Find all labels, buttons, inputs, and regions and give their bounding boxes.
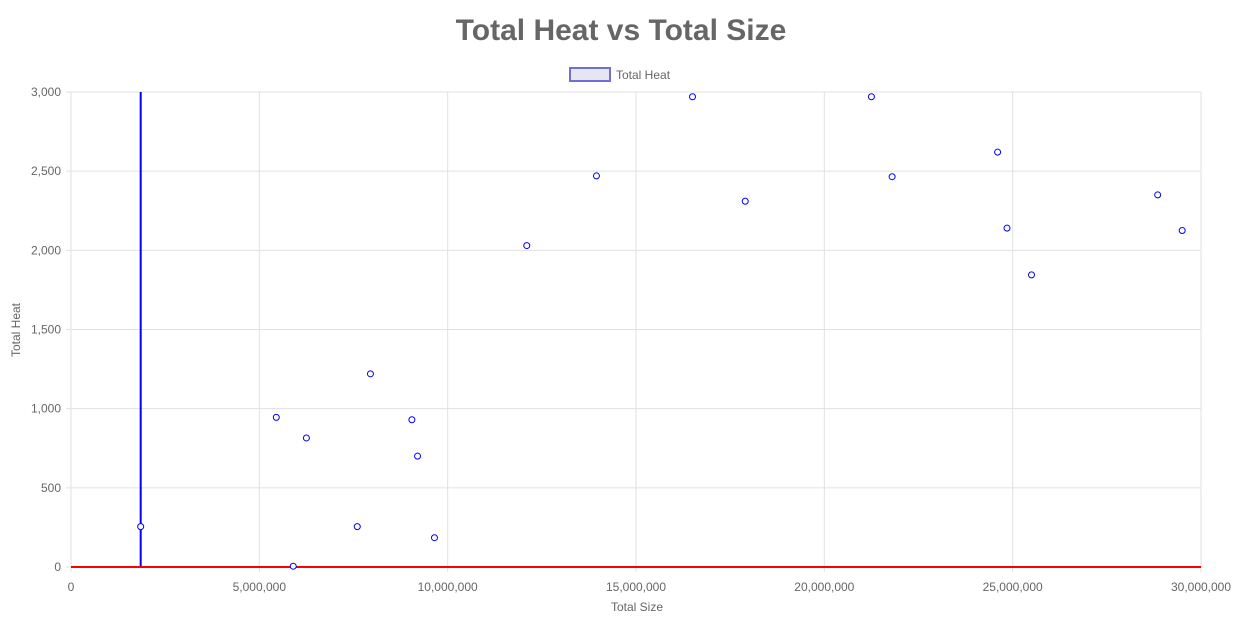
data-point: [353, 523, 361, 531]
grid: [66, 91, 1202, 572]
data-point: [1154, 191, 1162, 199]
data-point: [414, 452, 422, 460]
data-point: [689, 93, 696, 101]
data-point: [741, 197, 749, 205]
x-tick-label: 10,000,000: [418, 580, 478, 594]
y-tick-label: 0: [54, 560, 61, 574]
y-tick-label: 1,500: [31, 323, 61, 337]
x-tick-label: 5,000,000: [233, 580, 287, 594]
x-tick-label: 30,000,000: [1171, 580, 1231, 594]
data-point: [272, 413, 280, 421]
x-tick-label: 15,000,000: [606, 580, 666, 594]
legend-swatch[interactable]: [569, 67, 611, 82]
y-tick-label: 3,000: [31, 85, 61, 99]
y-tick-label: 1,000: [31, 402, 61, 416]
data-point: [302, 434, 310, 442]
data-point: [408, 416, 416, 424]
data-point: [366, 370, 374, 378]
y-tick-label: 2,500: [31, 164, 61, 178]
x-axis-title: Total Size: [611, 600, 663, 614]
data-point: [1178, 227, 1186, 235]
data-point: [994, 148, 1002, 156]
y-tick-label: 500: [41, 481, 61, 495]
x-tick-label: 20,000,000: [794, 580, 854, 594]
legend-label[interactable]: Total Heat: [616, 68, 671, 82]
data-point: [1028, 271, 1035, 279]
data-point: [888, 173, 896, 181]
y-tick-label: 2,000: [31, 243, 61, 257]
x-tick-label: 0: [68, 580, 75, 594]
legend[interactable]: Total Heat: [569, 67, 671, 82]
reference-lines: [71, 92, 1201, 568]
data-point: [1003, 224, 1011, 232]
data-points: [137, 93, 1186, 570]
chart-title: Total Heat vs Total Size: [456, 14, 787, 47]
x-axis-ticks: 0 5,000,000 10,000,000 15,000,000 20,000,000…: [68, 580, 1232, 594]
x-tick-label: 25,000,000: [983, 580, 1043, 594]
data-point: [289, 562, 297, 570]
data-point: [592, 172, 600, 180]
data-point: [430, 534, 438, 542]
data-point: [523, 242, 531, 250]
data-point: [137, 523, 145, 531]
data-point: [867, 93, 875, 101]
y-axis-title: Total Heat: [9, 302, 23, 357]
y-axis-ticks: 0 500 1,000 1,500 2,000 2,500 3,000: [31, 85, 61, 574]
